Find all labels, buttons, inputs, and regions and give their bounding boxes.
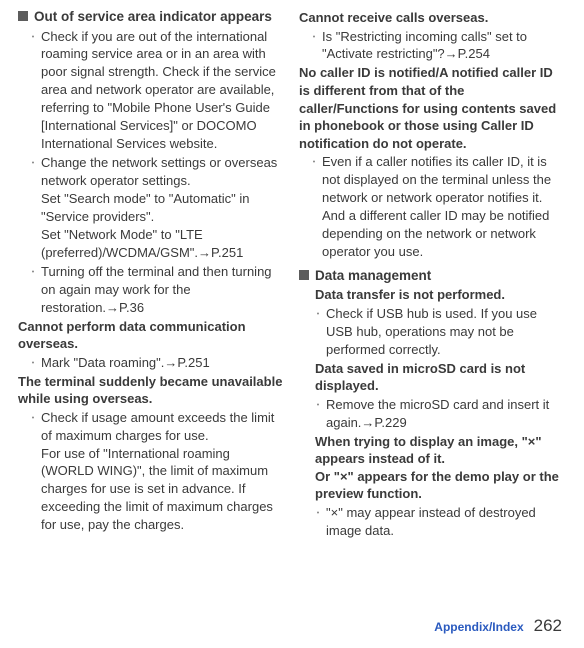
list-item: ･ Mark "Data roaming".→P.251 (30, 354, 285, 372)
footer-section-label: Appendix/Index (434, 620, 523, 634)
item-text: Check if you are out of the internationa… (41, 28, 285, 154)
page-columns: Out of service area indicator appears ･ … (18, 8, 566, 608)
list-item: ･ Change the network settings or oversea… (30, 154, 285, 262)
x-icon: × (340, 469, 348, 484)
list-item: ･ Check if USB hub is used. If you use U… (315, 305, 566, 359)
list-item: ･ Check if usage amount exceeds the limi… (30, 409, 285, 535)
dot-bullet-icon: ･ (30, 264, 35, 281)
subheading: Cannot perform data communication overse… (18, 318, 285, 353)
item-text: Remove the microSD card and insert it ag… (326, 396, 566, 432)
list-item: ･ Even if a caller notifies its caller I… (311, 153, 566, 261)
item-text: Check if USB hub is used. If you use USB… (326, 305, 566, 359)
section-title: Out of service area indicator appears (34, 8, 272, 26)
list-item: ･ Remove the microSD card and insert it … (315, 396, 566, 432)
square-bullet-icon (299, 270, 309, 280)
subheading: Data transfer is not performed. (315, 286, 566, 304)
section-title: Data management (315, 267, 431, 285)
dot-bullet-icon: ･ (30, 155, 35, 172)
list-item: ･ "×" may appear instead of destroyed im… (315, 504, 566, 540)
dot-bullet-icon: ･ (311, 154, 316, 171)
item-text: Is "Restricting incoming calls" set to "… (322, 28, 566, 64)
dot-bullet-icon: ･ (30, 410, 35, 427)
subheading: No caller ID is notified/A notified call… (299, 64, 566, 152)
item-text: Check if usage amount exceeds the limit … (41, 409, 285, 535)
item-text: Even if a caller notifies its caller ID,… (322, 153, 566, 261)
item-text: Change the network settings or overseas … (41, 154, 285, 262)
list-item: ･ Check if you are out of the internatio… (30, 28, 285, 154)
dot-bullet-icon: ･ (30, 355, 35, 372)
section-header: Out of service area indicator appears (18, 8, 285, 26)
list-item: ･ Is "Restricting incoming calls" set to… (311, 28, 566, 64)
subheading: Cannot receive calls overseas. (299, 9, 566, 27)
dot-bullet-icon: ･ (315, 306, 320, 323)
dot-bullet-icon: ･ (315, 505, 320, 522)
text-part: When trying to display an image, " (315, 434, 528, 449)
section-header: Data management (299, 267, 566, 285)
item-text: Turning off the terminal and then turnin… (41, 263, 285, 317)
dot-bullet-icon: ･ (315, 397, 320, 414)
subheading: When trying to display an image, " ×" app… (315, 433, 566, 503)
text-part: " appears for the demo play or the previ… (315, 469, 559, 502)
subheading: The terminal suddenly became unavailable… (18, 373, 285, 408)
dot-bullet-icon: ･ (311, 29, 316, 46)
list-item: ･ Turning off the terminal and then turn… (30, 263, 285, 317)
item-text: Mark "Data roaming".→P.251 (41, 354, 210, 372)
page-number: 262 (534, 616, 562, 636)
dot-bullet-icon: ･ (30, 29, 35, 46)
item-text: "×" may appear instead of destroyed imag… (326, 504, 566, 540)
text-part: " may appear instead of destroyed image … (326, 505, 536, 538)
left-column: Out of service area indicator appears ･ … (18, 8, 285, 608)
square-bullet-icon (18, 11, 28, 21)
page-footer: Appendix/Index 262 (434, 616, 562, 636)
right-column: Cannot receive calls overseas. ･ Is "Res… (299, 8, 566, 608)
subheading: Data saved in microSD card is not displa… (315, 360, 566, 395)
